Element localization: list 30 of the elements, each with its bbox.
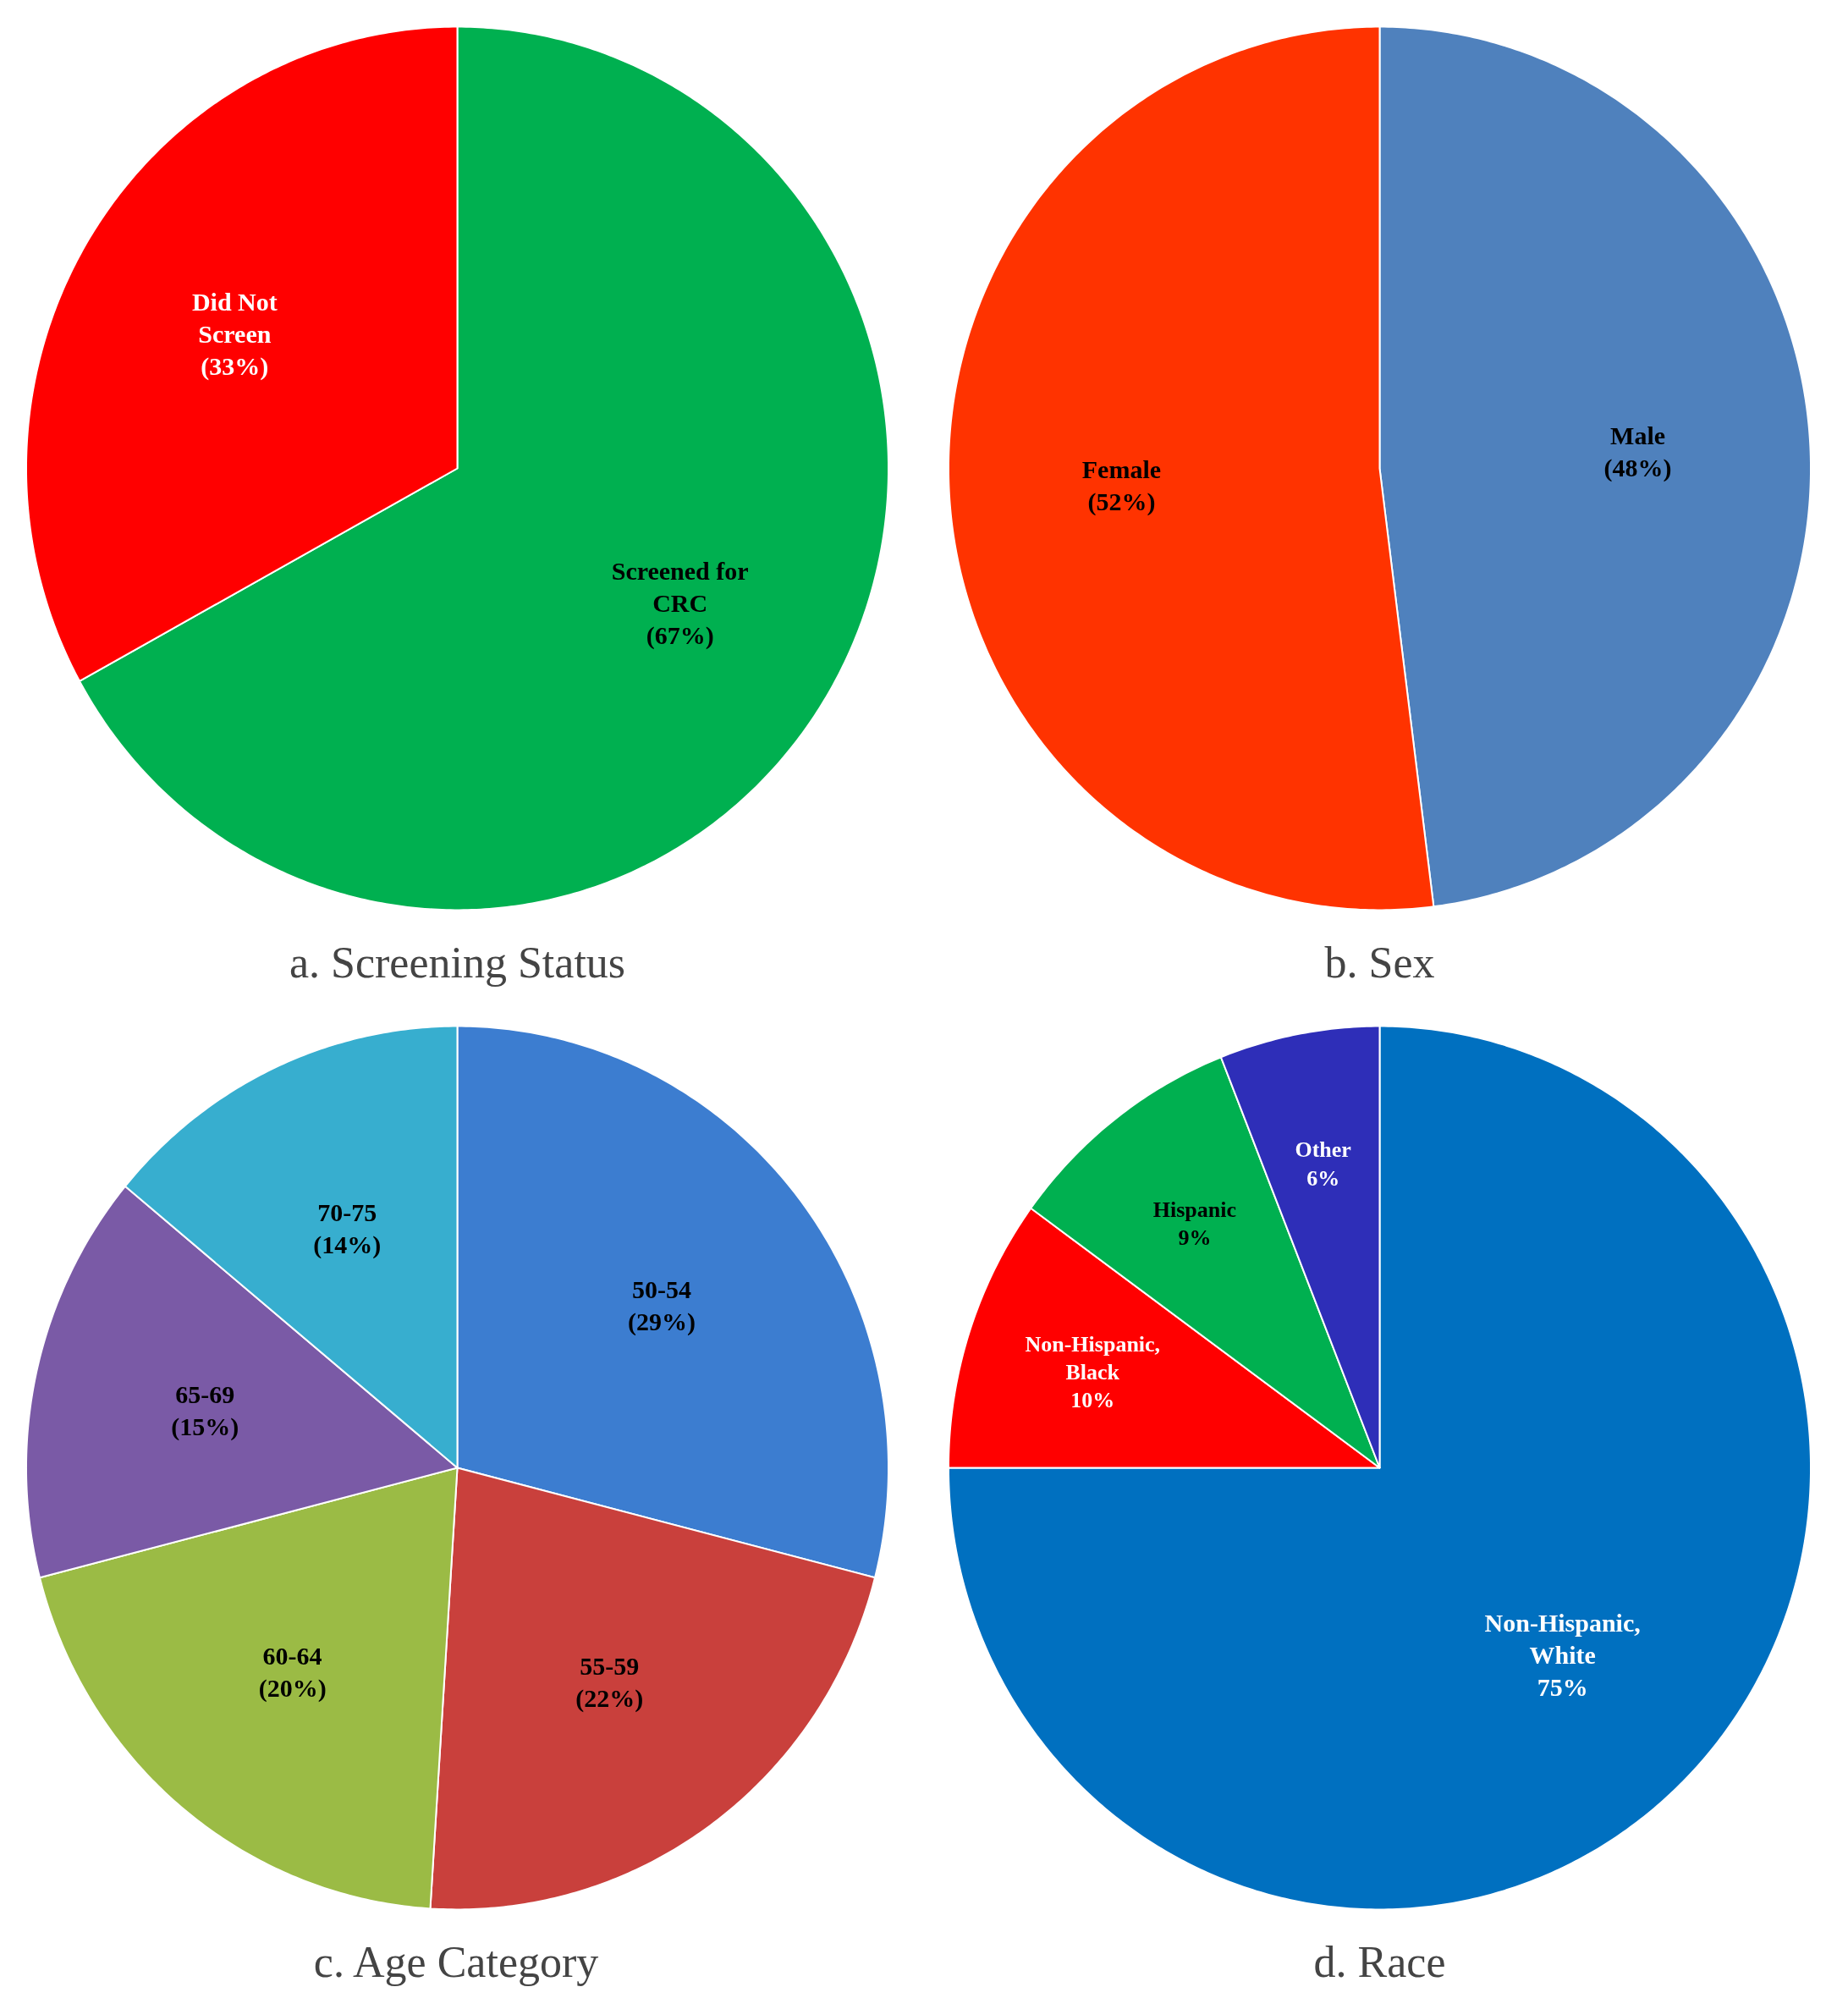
slice-label: 70-75 <box>317 1198 377 1227</box>
data-label: (14%) <box>313 1230 382 1259</box>
data-label: (33%) <box>201 351 269 381</box>
data-label: (22%) <box>575 1684 644 1714</box>
data-label: 75% <box>1537 1673 1588 1702</box>
slice-label: Screened for CRC <box>611 557 749 618</box>
data-label: (15%) <box>171 1412 239 1441</box>
slice-label: 55-59 <box>580 1652 640 1681</box>
slice-label: 50-54 <box>632 1275 692 1304</box>
text: d. Race <box>1313 1937 1446 1986</box>
slice-label: Non-Hispanic, Black <box>1025 1332 1161 1385</box>
slice-label: Other <box>1295 1137 1351 1163</box>
slice-label: Male <box>1610 421 1666 450</box>
data-label: (29%) <box>628 1307 696 1337</box>
data-label: (52%) <box>1087 487 1156 516</box>
data-label: 9% <box>1178 1225 1212 1251</box>
data-label: (48%) <box>1603 454 1672 483</box>
slice-label: Non-Hispanic, White <box>1484 1609 1641 1670</box>
slice-label: Hispanic <box>1152 1197 1237 1222</box>
slice-label: Female <box>1081 454 1162 483</box>
text: a. Screening Status <box>289 938 626 987</box>
text: c. Age Category <box>313 1937 599 1986</box>
slice-label: Did Not Screen <box>191 287 278 348</box>
data-label: 10% <box>1070 1388 1115 1413</box>
slice-label: 60-64 <box>262 1642 322 1670</box>
data-label: 6% <box>1306 1166 1340 1192</box>
text: b. Sex <box>1324 938 1435 987</box>
slice-label: 65-69 <box>175 1380 235 1409</box>
data-label: (20%) <box>258 1674 327 1704</box>
data-label: (67%) <box>646 621 714 651</box>
